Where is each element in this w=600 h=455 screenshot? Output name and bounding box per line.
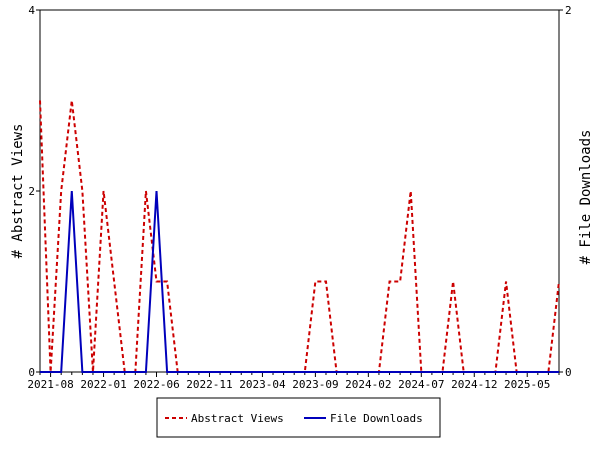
plot-frame <box>39 9 560 373</box>
y-tick-label: 2 <box>28 185 35 198</box>
x-axis: 2021-08 2022-01 2022-06 2022-11 2023-04 2023-… <box>27 372 560 391</box>
y2-tick-label: 0 <box>565 366 572 379</box>
x-tick-label: 2021-08 <box>27 378 73 391</box>
y-axis-title: # Abstract Views <box>10 124 26 259</box>
legend-label-file-downloads: File Downloads <box>330 412 423 425</box>
x-tick-label: 2024-07 <box>398 378 444 391</box>
x-tick-label: 2022-06 <box>133 378 179 391</box>
x-tick-label: 2024-12 <box>451 378 497 391</box>
y-tick-label: 4 <box>28 4 35 17</box>
x-tick-label: 2024-02 <box>345 378 391 391</box>
x-tick-label: 2023-04 <box>239 378 286 391</box>
x-tick-label: 2022-11 <box>186 378 232 391</box>
series-line-file-downloads <box>40 190 559 373</box>
legend: Abstract Views File Downloads <box>156 397 441 438</box>
y2-tick-label: 2 <box>565 4 572 17</box>
legend-box <box>156 397 441 438</box>
legend-label-abstract-views: Abstract Views <box>191 412 284 425</box>
series-line-abstract-views <box>39 100 560 373</box>
y-axis-right: 02 <box>559 4 572 379</box>
y-tick-label: 0 <box>28 366 35 379</box>
x-tick-label: 2022-01 <box>80 378 126 391</box>
y2-axis-title: # File Downloads <box>578 130 594 265</box>
x-tick-label: 2025-05 <box>504 378 550 391</box>
x-tick-label: 2023-09 <box>292 378 338 391</box>
y-axis-left: 0 2 4 <box>28 4 40 379</box>
series-layer <box>39 100 560 373</box>
